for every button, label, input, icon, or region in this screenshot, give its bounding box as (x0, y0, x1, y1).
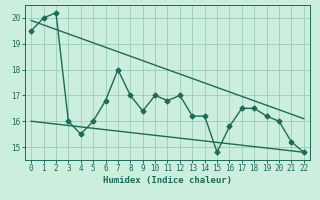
X-axis label: Humidex (Indice chaleur): Humidex (Indice chaleur) (103, 176, 232, 185)
